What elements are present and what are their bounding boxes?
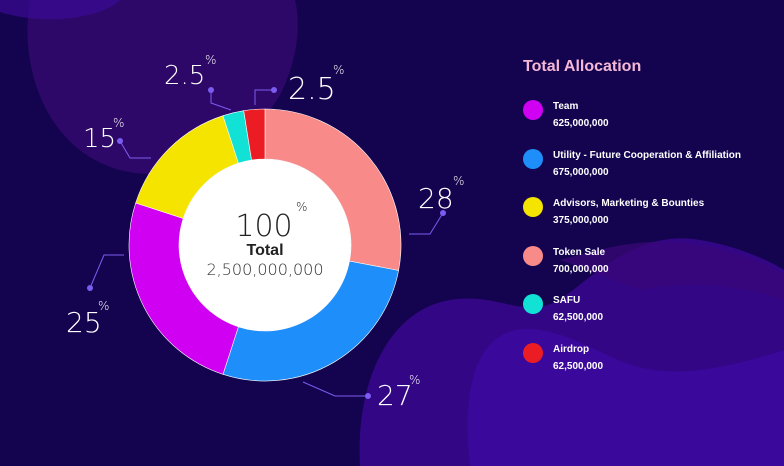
- legend-swatch: [523, 197, 543, 217]
- leader-line: [89, 254, 124, 289]
- legend-item-amount: 675,000,000: [553, 166, 609, 178]
- legend-item: Token Sale 700,000,000: [523, 245, 784, 295]
- leader-line: [254, 89, 274, 105]
- legend-swatch: [523, 148, 543, 169]
- leader-dot: [117, 138, 123, 144]
- legend-item-name: SAFU: [553, 295, 581, 306]
- percent-label: 15: [83, 124, 116, 154]
- donut-slices: [128, 108, 402, 382]
- percent-annotations: 28%27%25%15%2.5%2.5%: [66, 53, 464, 412]
- percent-label: 27: [377, 379, 413, 412]
- leader-dot: [365, 393, 371, 399]
- legend-item: Airdrop 62,500,000: [523, 342, 784, 392]
- legend-item-amount: 62,500,000: [553, 360, 604, 372]
- percent-sign: %: [98, 299, 109, 313]
- legend-swatch: [523, 245, 543, 266]
- percent-label: 2.5: [288, 72, 336, 107]
- legend-items: Team 625,000,000 Utility - Future Cooperat…: [523, 100, 784, 391]
- legend-item-name: Team: [553, 101, 579, 112]
- legend-item-name: Airdrop: [553, 343, 590, 355]
- leader-line: [210, 90, 232, 111]
- percent-label: 28: [418, 182, 454, 215]
- legend-swatch: [523, 294, 543, 314]
- percent-label: 25: [66, 306, 102, 339]
- legend-item-name: Advisors, Marketing & Bounties: [553, 198, 705, 209]
- legend-item-name: Token Sale: [553, 246, 606, 258]
- legend-item: Team 625,000,000: [523, 100, 784, 149]
- legend-item: Utility - Future Cooperation & Affiliati…: [523, 148, 784, 198]
- percent-sign: %: [205, 53, 216, 67]
- center-total-amount: 2,500,000,000: [206, 260, 323, 279]
- legend-item-amount: 700,000,000: [553, 263, 609, 275]
- center-total-value: 100: [235, 209, 292, 244]
- legend-item-amount: 62,500,000: [553, 312, 604, 323]
- leader-dot: [271, 87, 277, 93]
- percent-label: 2.5: [164, 61, 205, 91]
- leader-dot: [87, 285, 93, 291]
- donut-center: [179, 159, 351, 331]
- center-total-label: Total: [246, 242, 283, 259]
- legend-title: Total Allocation: [523, 58, 642, 75]
- leader-line: [119, 140, 151, 159]
- leader-dot: [440, 210, 446, 216]
- legend-item: SAFU 62,500,000: [523, 294, 784, 343]
- percent-sign: %: [453, 174, 464, 188]
- center-percent-sign: %: [296, 200, 307, 214]
- legend-item-amount: 375,000,000: [553, 215, 609, 226]
- leader-line: [302, 381, 368, 397]
- legend-item-name: Utility - Future Cooperation & Affiliati…: [553, 149, 741, 161]
- legend: Total Allocation Team 625,000,000 Utility …: [523, 58, 784, 391]
- leader-line: [409, 212, 444, 235]
- legend-swatch: [523, 342, 543, 363]
- percent-sign: %: [333, 63, 344, 77]
- legend-swatch: [523, 100, 543, 120]
- percent-sign: %: [409, 373, 420, 387]
- legend-item: Advisors, Marketing & Bounties 375,000,00…: [523, 197, 784, 246]
- legend-item-amount: 625,000,000: [553, 118, 609, 129]
- leader-dot: [208, 87, 214, 93]
- percent-sign: %: [113, 116, 124, 130]
